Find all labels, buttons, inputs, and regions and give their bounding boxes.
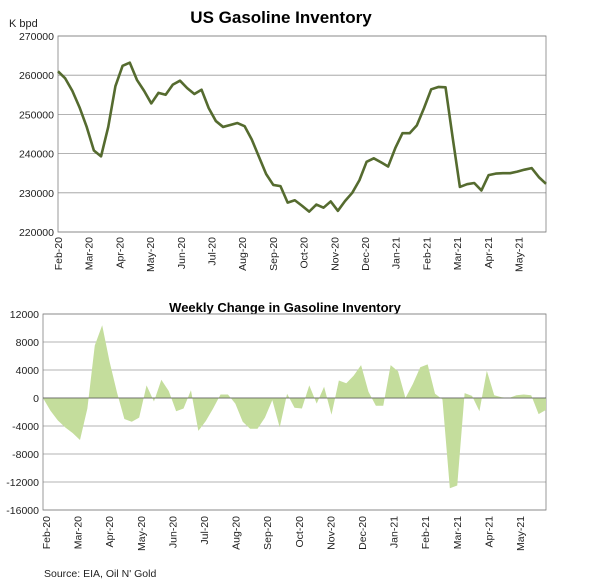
chart1-plot-frame [57, 35, 547, 233]
chart1-ylabel: K bpd [9, 18, 38, 30]
chart1-x-tick-label: Aug-20 [237, 237, 249, 271]
chart2-x-tick-label: Feb-21 [420, 516, 432, 549]
chart1-x-tick-label: May-20 [145, 237, 157, 272]
chart1-title: US Gasoline Inventory [190, 8, 372, 27]
chart2-y-tick-label: 4000 [16, 365, 40, 377]
chart2-x-tick-label: May-20 [136, 516, 148, 551]
chart1-y-axis: 220000 230000 240000 250000 260000 270000 [19, 31, 54, 239]
chart1-y-tick-label: 250000 [19, 109, 54, 121]
chart2-x-tick-label: May-21 [515, 516, 527, 551]
chart1-x-tick-label: Dec-20 [360, 237, 372, 271]
chart2-y-tick-label: 0 [33, 393, 39, 405]
chart2-y-tick-label: -12000 [6, 477, 39, 489]
chart2-plot-frame [42, 313, 547, 511]
chart2-y-axis: -16000 -12000 -8000 -4000 0 4000 8000 12000 [6, 309, 39, 517]
chart2-x-axis: Feb-20 Mar-20 Apr-20 May-20 Jun-20 Jul-20 Aug-… [41, 516, 527, 551]
chart2-x-tick-label: Aug-20 [231, 516, 243, 550]
chart1-y-tick-label: 230000 [19, 188, 54, 200]
chart2-x-tick-label: Dec-20 [357, 516, 369, 550]
chart2-series [43, 325, 546, 489]
chart-weekly-change: Weekly Change in Gasoline Inventory -160… [6, 300, 547, 551]
chart-inventory: US Gasoline Inventory K bpd 220000 230000… [9, 8, 547, 272]
chart2-x-tick-label: Oct-20 [294, 516, 306, 548]
chart1-x-tick-label: Mar-20 [84, 237, 96, 270]
chart1-y-tick-label: 220000 [19, 227, 54, 239]
chart1-x-tick-label: Sep-20 [268, 237, 280, 271]
chart2-x-tick-label: Mar-21 [452, 516, 464, 549]
chart2-gridlines [43, 313, 546, 511]
chart2-title: Weekly Change in Gasoline Inventory [169, 300, 401, 315]
chart1-x-tick-label: Oct-20 [299, 237, 311, 269]
chart2-series-area [43, 325, 546, 489]
chart2-x-tick-label: Jun-20 [167, 516, 179, 548]
chart2-x-tick-label: Sep-20 [262, 516, 274, 550]
chart1-x-tick-label: Jan-21 [391, 237, 403, 269]
chart2-y-tick-label: -8000 [12, 449, 39, 461]
chart1-series [57, 61, 547, 213]
chart1-x-axis: Feb-20 Mar-20 Apr-20 May-20 Jun-20 Jul-20 Aug-… [53, 237, 526, 272]
chart2-x-tick-label: Apr-20 [104, 516, 116, 548]
chart2-x-tick-label: Feb-20 [41, 516, 53, 549]
chart2-x-tick-label: Jan-21 [389, 516, 401, 548]
chart2-x-tick-label: Nov-20 [325, 516, 337, 550]
chart1-x-tick-label: Jul-20 [207, 237, 219, 266]
chart1-x-tick-label: Feb-20 [53, 237, 65, 270]
chart1-y-tick-label: 270000 [19, 31, 54, 43]
chart2-x-tick-label: Apr-21 [483, 516, 495, 548]
chart1-y-tick-label: 240000 [19, 149, 54, 161]
chart2-y-tick-label: 12000 [10, 309, 39, 321]
chart1-series-line [57, 61, 547, 213]
chart2-y-tick-label: -4000 [12, 421, 39, 433]
chart1-x-tick-label: Mar-21 [452, 237, 464, 270]
chart1-x-tick-label: Feb-21 [421, 237, 433, 270]
chart1-x-tick-label: May-21 [514, 237, 526, 272]
chart2-x-tick-label: Jul-20 [199, 516, 211, 545]
source-note: Source: EIA, Oil N' Gold [44, 568, 156, 580]
chart1-x-tick-label: Nov-20 [329, 237, 341, 271]
chart2-x-tick-label: Mar-20 [73, 516, 85, 549]
chart1-x-tick-label: Apr-20 [114, 237, 126, 269]
chart2-y-tick-label: -16000 [6, 505, 39, 517]
chart1-x-tick-label: Jun-20 [176, 237, 188, 269]
chart2-y-tick-label: 8000 [16, 337, 40, 349]
chart1-y-tick-label: 260000 [19, 70, 54, 82]
chart1-x-tick-label: Apr-21 [483, 237, 495, 269]
